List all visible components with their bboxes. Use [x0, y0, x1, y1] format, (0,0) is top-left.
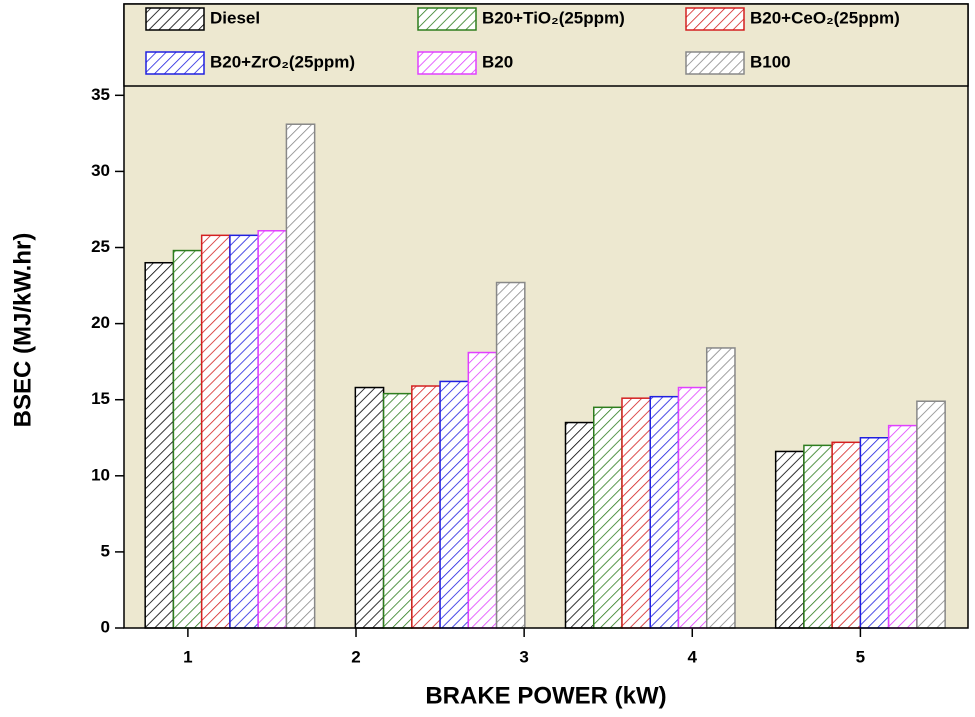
bar: [411, 385, 441, 629]
y-tick-label: 35: [91, 85, 110, 104]
legend-swatch: [685, 51, 745, 75]
bar: [649, 395, 680, 629]
x-tick-label: 4: [688, 647, 698, 666]
x-tick-label: 5: [856, 647, 865, 666]
bar: [831, 441, 862, 629]
bar: [592, 406, 623, 629]
legend-box: [123, 3, 969, 87]
y-tick-label: 10: [91, 465, 110, 484]
bar: [200, 234, 231, 629]
bar: [285, 123, 316, 629]
y-tick-label: 0: [101, 617, 110, 636]
bar: [677, 386, 708, 629]
legend-label: Diesel: [210, 8, 260, 27]
legend-label: B20+TiO₂(25ppm): [482, 8, 625, 27]
bar: [354, 386, 385, 629]
y-tick-label: 30: [91, 161, 110, 180]
y-tick-label: 25: [91, 237, 110, 256]
bar: [916, 400, 946, 629]
bar: [564, 421, 595, 629]
legend-swatch: [685, 7, 745, 31]
bar: [803, 444, 833, 629]
bar: [257, 230, 288, 629]
y-tick-label: 20: [91, 313, 110, 332]
y-tick-label: 15: [91, 389, 110, 408]
legend-swatch: [145, 7, 205, 31]
legend-label: B20+CeO₂(25ppm): [750, 8, 900, 27]
x-tick-label: 1: [183, 647, 192, 666]
bar: [144, 261, 175, 629]
legend-swatch: [417, 7, 477, 31]
bar: [705, 347, 736, 629]
bar: [859, 437, 890, 629]
x-tick-label: 3: [519, 647, 528, 666]
bar: [439, 380, 470, 629]
y-axis-title: BSEC (MJ/kW.hr): [9, 233, 36, 428]
bar: [887, 424, 918, 629]
legend-label: B100: [750, 52, 791, 71]
bar: [495, 281, 526, 629]
bar: [382, 392, 413, 629]
y-tick-label: 5: [101, 541, 110, 560]
bar: [621, 397, 651, 629]
legend-label: B20: [482, 52, 513, 71]
legend-swatch: [417, 51, 477, 75]
x-tick-label: 2: [351, 647, 360, 666]
legend-label: B20+ZrO₂(25ppm): [210, 52, 355, 71]
bar: [467, 351, 498, 629]
bar: [229, 234, 259, 629]
x-axis-title: BRAKE POWER (kW): [425, 682, 666, 709]
legend-swatch: [145, 51, 205, 75]
bar: [774, 450, 805, 629]
bar: [172, 249, 203, 629]
